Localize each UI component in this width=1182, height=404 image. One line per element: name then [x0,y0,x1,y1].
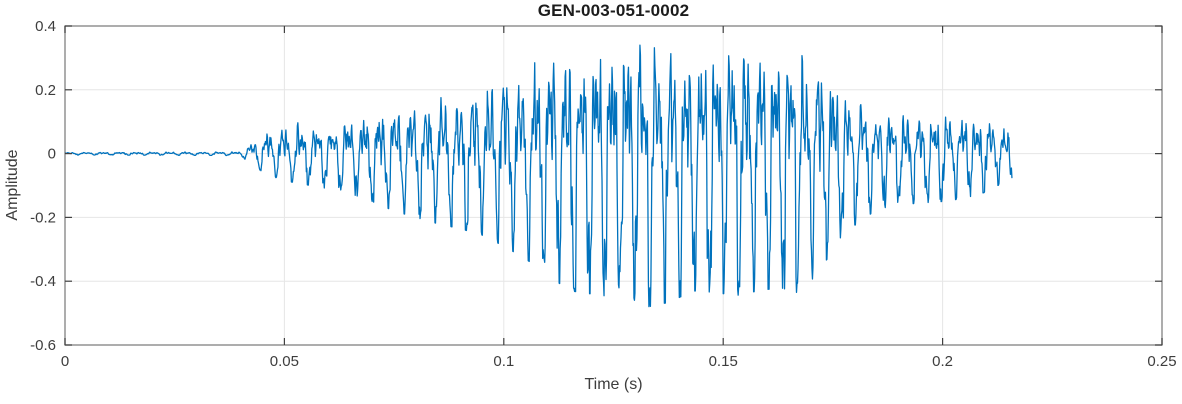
x-tick-label: 0.05 [270,353,299,370]
x-tick-label: 0.25 [1147,353,1176,370]
axes-box [64,25,1163,346]
y-tick-label: -0.4 [30,273,56,290]
y-axis-label: Amplitude [4,149,21,221]
y-tick-label: 0.4 [35,18,56,35]
waveform-line [64,44,1013,308]
chart-title: GEN-003-051-0002 [537,1,690,20]
x-axis-label: Time (s) [584,376,643,393]
x-tick-label: 0.15 [709,353,738,370]
x-tick-label: 0.2 [932,353,953,370]
x-tick-label: 0.1 [493,353,514,370]
y-tick-label: 0 [48,146,56,163]
y-tick-label: 0.2 [35,82,56,99]
y-tick-label: -0.6 [30,337,56,354]
y-tick-label: -0.2 [30,209,56,226]
x-tick-label: 0 [61,353,69,370]
